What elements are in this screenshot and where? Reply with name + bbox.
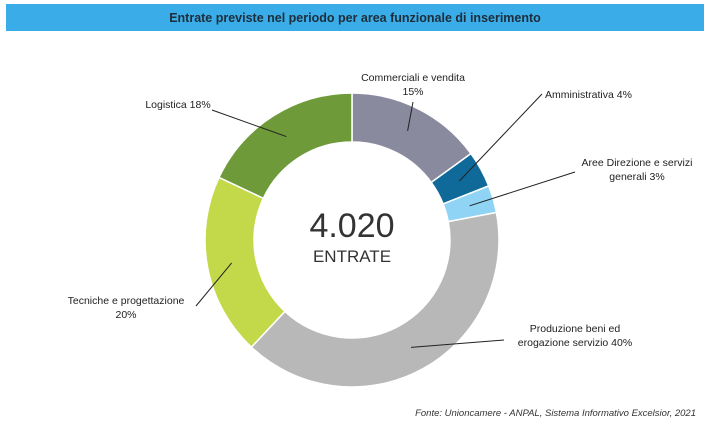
slice-label: Tecniche e progettazione 20% [68, 295, 185, 321]
slice-label: Produzione beni ed erogazione servizio 40… [518, 323, 632, 349]
chart-title: Entrate previste nel periodo per area fu… [169, 10, 541, 25]
chart-title-bar: Entrate previste nel periodo per area fu… [6, 4, 704, 31]
slice-label: Commerciali e vendita 15% [361, 72, 465, 98]
source-note: Fonte: Unioncamere - ANPAL, Sistema Info… [415, 408, 696, 419]
slice-logistica [217, 92, 353, 200]
slice-produzione-beni-ed-erogazione-servizio [250, 211, 500, 388]
center-total-label: ENTRATE [313, 247, 391, 266]
slice-tecniche-e-progettazione [204, 176, 286, 349]
leader-line [195, 262, 233, 307]
slice-label: Aree Direzione e servizi generali 3% [582, 157, 693, 183]
leader-line [458, 93, 543, 182]
leader-line [407, 101, 414, 131]
leader-line [211, 109, 287, 138]
center-total-value: 4.020 [309, 207, 394, 245]
slice-label: Logistica 18% [145, 99, 210, 111]
slice-label: Amministrativa 4% [545, 89, 632, 101]
leader-line [410, 339, 505, 348]
leader-line [469, 171, 576, 207]
